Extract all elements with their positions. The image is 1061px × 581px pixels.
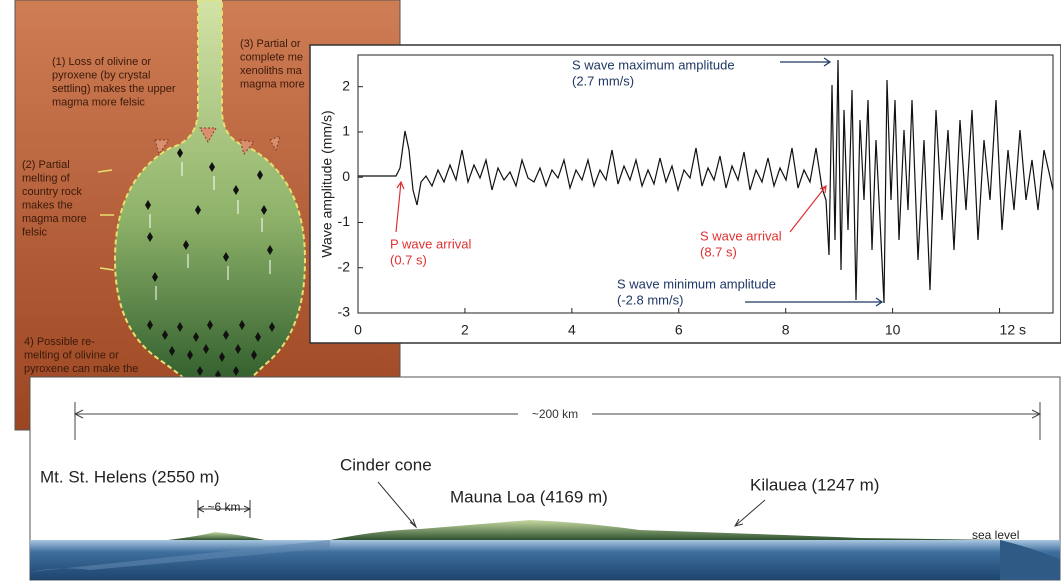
- annotation: S wave minimum amplitude: [617, 276, 776, 291]
- mt-st-helens-shape: [168, 532, 265, 540]
- note-line: magma more felsic: [52, 96, 145, 108]
- annotation: S wave maximum amplitude: [572, 57, 735, 72]
- plot-frame: [357, 54, 1054, 314]
- note-line: melting of: [22, 172, 71, 184]
- note-line: magma more: [22, 213, 87, 225]
- profile-label: Mauna Loa (4169 m): [450, 487, 608, 506]
- annotation-arrows: [395, 57, 884, 307]
- annotation: S wave arrival: [700, 228, 782, 243]
- profile-label: ~6 km: [207, 500, 240, 514]
- island-flank: [1000, 540, 1060, 580]
- label-background: [518, 405, 592, 423]
- note-line: country rock: [22, 186, 82, 198]
- width-marker: [196, 500, 252, 518]
- sea: [30, 540, 1060, 580]
- note-line: 4) Possible re-: [24, 336, 95, 348]
- profile-label: Kilauea (1247 m): [750, 475, 879, 494]
- y-tick-label: -1: [338, 213, 351, 229]
- sea-floor: [30, 540, 330, 572]
- note-line: (1) Loss of olivine or: [52, 56, 151, 68]
- profile-label: sea level: [972, 528, 1019, 542]
- note-line: xenoliths ma: [240, 65, 303, 77]
- y-tick-label: 0: [342, 168, 350, 184]
- melting-arrows: [97, 169, 115, 271]
- annotation: (8.7 s): [700, 244, 737, 259]
- x-tick-label: 2: [461, 322, 469, 338]
- y-tick-label: 2: [342, 77, 350, 93]
- xenoliths: [154, 127, 281, 156]
- settling-arrows: [149, 162, 271, 300]
- profile-label: Cinder cone: [340, 455, 432, 474]
- note-line: settling) makes the upper: [52, 83, 176, 95]
- crystals: [145, 148, 275, 380]
- note-line: (2) Partial: [22, 159, 70, 171]
- distance-label: ~200 km: [532, 407, 578, 421]
- pointer-arrows: [377, 481, 766, 529]
- y-tick-label: -3: [338, 304, 351, 320]
- annotation: (0.7 s): [390, 252, 427, 267]
- note-line: felsic: [22, 226, 48, 238]
- annotation: (2.7 mm/s): [572, 73, 634, 88]
- note-line: (3) Partial or: [240, 38, 301, 50]
- note-line: makes the: [22, 199, 73, 211]
- x-tick-label: 12 s: [1000, 322, 1026, 338]
- mauna-loa-shape: [330, 520, 1000, 540]
- x-tick-label: 10: [885, 322, 901, 338]
- annotation: P wave arrival: [390, 236, 472, 251]
- y-tick-label: 1: [342, 123, 350, 139]
- profile-label: Mt. St. Helens (2550 m): [40, 467, 220, 486]
- note-line: complete me: [240, 51, 303, 63]
- x-tick-label: 4: [568, 322, 576, 338]
- annotation: (-2.8 mm/s): [617, 292, 683, 307]
- x-tick-label: 0: [354, 322, 362, 338]
- seismogram-panel: Wave amplitude (mm/s) 0 2 4 6 8 10 12 s210-1-2…: [309, 44, 1061, 344]
- note-line: magma more: [240, 78, 305, 90]
- note-line: pyroxene (by crystal: [52, 69, 150, 81]
- wave-trace: [358, 59, 1054, 304]
- x-tick-label: 8: [782, 322, 790, 338]
- note-line: melting of olivine or: [24, 349, 119, 361]
- panel-frame: [309, 44, 1061, 344]
- y-axis-label: Wave amplitude (mm/s): [319, 110, 335, 257]
- x-tick-label: 6: [675, 322, 683, 338]
- y-tick-label: -2: [338, 258, 351, 274]
- profile-panel: ~200 km Mt. St. Helens (2550 m) ~6 km Cind…: [29, 376, 1061, 581]
- note-line: pyroxene can make the: [24, 363, 138, 375]
